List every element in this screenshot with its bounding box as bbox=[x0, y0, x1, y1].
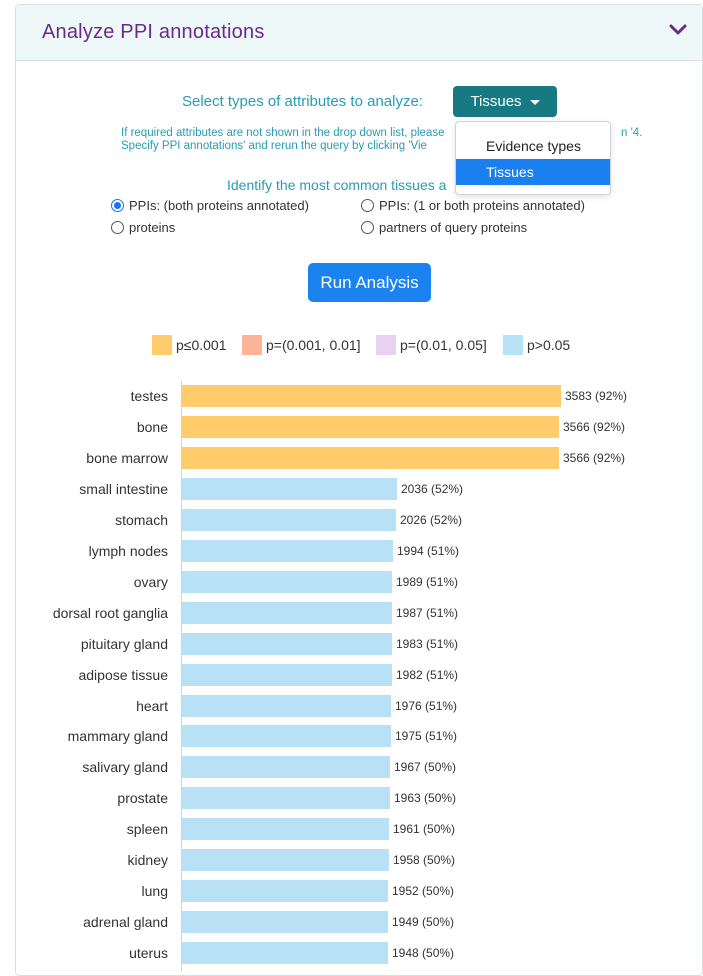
radio-button[interactable] bbox=[361, 221, 374, 234]
bar-category-label: small intestine bbox=[79, 481, 168, 497]
bar bbox=[182, 602, 392, 624]
panel-title: Analyze PPI annotations bbox=[42, 21, 265, 43]
bar-category-label: heart bbox=[136, 698, 168, 714]
radio-button-checked[interactable] bbox=[111, 199, 124, 212]
attribute-type-dropdown-menu: Evidence types Tissues bbox=[455, 121, 611, 195]
bar-value-label: 1967 (50%) bbox=[394, 760, 457, 774]
bar-value-label: 1961 (50%) bbox=[393, 822, 456, 836]
legend-swatch bbox=[152, 335, 172, 355]
bar-category-label: testes bbox=[130, 388, 168, 404]
bar-value-label: 1963 (50%) bbox=[394, 791, 457, 805]
chart-axis bbox=[181, 381, 182, 971]
bar-value-label: 1952 (50%) bbox=[392, 884, 455, 898]
bar-value-label: 1989 (51%) bbox=[396, 575, 459, 589]
bar-category-label: uterus bbox=[129, 945, 168, 961]
bar-value-label: 1958 (50%) bbox=[393, 853, 456, 867]
bar-value-label: 1975 (51%) bbox=[395, 729, 458, 743]
bar bbox=[182, 911, 388, 933]
bar bbox=[182, 385, 561, 407]
bar bbox=[182, 416, 559, 438]
dropdown-item-evidence-types[interactable]: Evidence types bbox=[486, 138, 581, 154]
radio-ppis-one[interactable]: PPIs: (1 or both proteins annotated) bbox=[361, 198, 585, 213]
bar-category-label: lung bbox=[141, 883, 168, 899]
legend-item: p>0.05 bbox=[503, 335, 570, 355]
dropdown-button-label: Tissues bbox=[470, 93, 522, 110]
attribute-type-dropdown-button[interactable]: Tissues bbox=[453, 86, 557, 117]
bar-category-label: prostate bbox=[117, 790, 168, 806]
legend-label: p=(0.01, 0.05] bbox=[400, 337, 487, 353]
bar-value-label: 2026 (52%) bbox=[400, 513, 463, 527]
caret-down-icon bbox=[529, 100, 540, 105]
bar-category-label: mammary gland bbox=[67, 728, 168, 744]
radio-label: PPIs: (both proteins annotated) bbox=[129, 198, 309, 213]
bar-category-label: kidney bbox=[127, 852, 168, 868]
bar bbox=[182, 756, 390, 778]
bar bbox=[182, 478, 397, 500]
info-line-2: Specify PPI annotations' and rerun the q… bbox=[121, 140, 427, 152]
bar-value-label: 3566 (92%) bbox=[563, 451, 626, 465]
radio-partners[interactable]: partners of query proteins bbox=[361, 220, 527, 235]
bar bbox=[182, 942, 388, 964]
radio-label: partners of query proteins bbox=[379, 220, 528, 235]
bar-value-label: 1976 (51%) bbox=[395, 699, 458, 713]
info-text: If required attributes are not shown in … bbox=[121, 127, 643, 153]
bar bbox=[182, 664, 392, 686]
bar bbox=[182, 818, 389, 840]
radio-ppis-both[interactable]: PPIs: (both proteins annotated) bbox=[111, 198, 309, 213]
bar bbox=[182, 540, 393, 562]
legend-item: p≤0.001 bbox=[152, 335, 227, 355]
radio-button[interactable] bbox=[361, 199, 374, 212]
bar bbox=[182, 633, 392, 655]
legend-label: p≤0.001 bbox=[176, 337, 227, 353]
dropdown-item-tissues[interactable]: Tissues bbox=[456, 159, 610, 185]
bar bbox=[182, 509, 396, 531]
panel-header[interactable]: Analyze PPI annotations bbox=[16, 5, 702, 61]
legend-swatch bbox=[503, 335, 523, 355]
bar bbox=[182, 849, 389, 871]
radio-button[interactable] bbox=[111, 221, 124, 234]
bar bbox=[182, 880, 388, 902]
bar-category-label: dorsal root ganglia bbox=[52, 605, 168, 621]
bar bbox=[182, 571, 392, 593]
bar bbox=[182, 725, 391, 747]
info-line-1-tail: n '4. bbox=[621, 127, 643, 139]
bar-category-label: spleen bbox=[126, 821, 168, 837]
legend-label: p=(0.001, 0.01] bbox=[266, 337, 361, 353]
bar-value-label: 1983 (51%) bbox=[396, 637, 459, 651]
bar-category-label: salivary gland bbox=[82, 759, 168, 775]
bar-category-label: pituitary gland bbox=[80, 636, 168, 652]
bar-value-label: 1994 (51%) bbox=[397, 544, 460, 558]
bar-value-label: 3583 (92%) bbox=[565, 389, 628, 403]
bar-category-label: adrenal gland bbox=[83, 914, 168, 930]
legend-item: p=(0.001, 0.01] bbox=[242, 335, 361, 355]
bar-category-label: lymph nodes bbox=[88, 543, 168, 559]
attribute-type-label: Select types of attributes to analyze: bbox=[182, 93, 423, 110]
bar bbox=[182, 447, 559, 469]
legend-swatch bbox=[242, 335, 262, 355]
legend-swatch bbox=[376, 335, 396, 355]
bar-category-label: adipose tissue bbox=[78, 667, 168, 683]
radio-proteins[interactable]: proteins bbox=[111, 220, 175, 235]
info-line-1: If required attributes are not shown in … bbox=[121, 127, 445, 139]
identify-heading: Identify the most common tissues a bbox=[227, 177, 447, 193]
bar-value-label: 1949 (50%) bbox=[392, 915, 455, 929]
bar bbox=[182, 787, 390, 809]
bar-category-label: bone bbox=[136, 419, 168, 435]
bar-category-label: bone marrow bbox=[86, 450, 168, 466]
bar-value-label: 2036 (52%) bbox=[401, 482, 464, 496]
bar-category-label: ovary bbox=[133, 574, 168, 590]
bar bbox=[182, 695, 391, 717]
legend-item: p=(0.01, 0.05] bbox=[376, 335, 487, 355]
radio-label: proteins bbox=[129, 220, 176, 235]
bar-value-label: 1987 (51%) bbox=[396, 606, 459, 620]
radio-label: PPIs: (1 or both proteins annotated) bbox=[379, 198, 585, 213]
legend-label: p>0.05 bbox=[527, 337, 571, 353]
chevron-down-icon[interactable] bbox=[668, 23, 688, 42]
run-analysis-button[interactable]: Run Analysis bbox=[308, 263, 431, 302]
bar-value-label: 3566 (92%) bbox=[563, 420, 626, 434]
bar-value-label: 1982 (51%) bbox=[396, 668, 459, 682]
bar-value-label: 1948 (50%) bbox=[392, 946, 455, 960]
bar-category-label: stomach bbox=[115, 512, 168, 528]
